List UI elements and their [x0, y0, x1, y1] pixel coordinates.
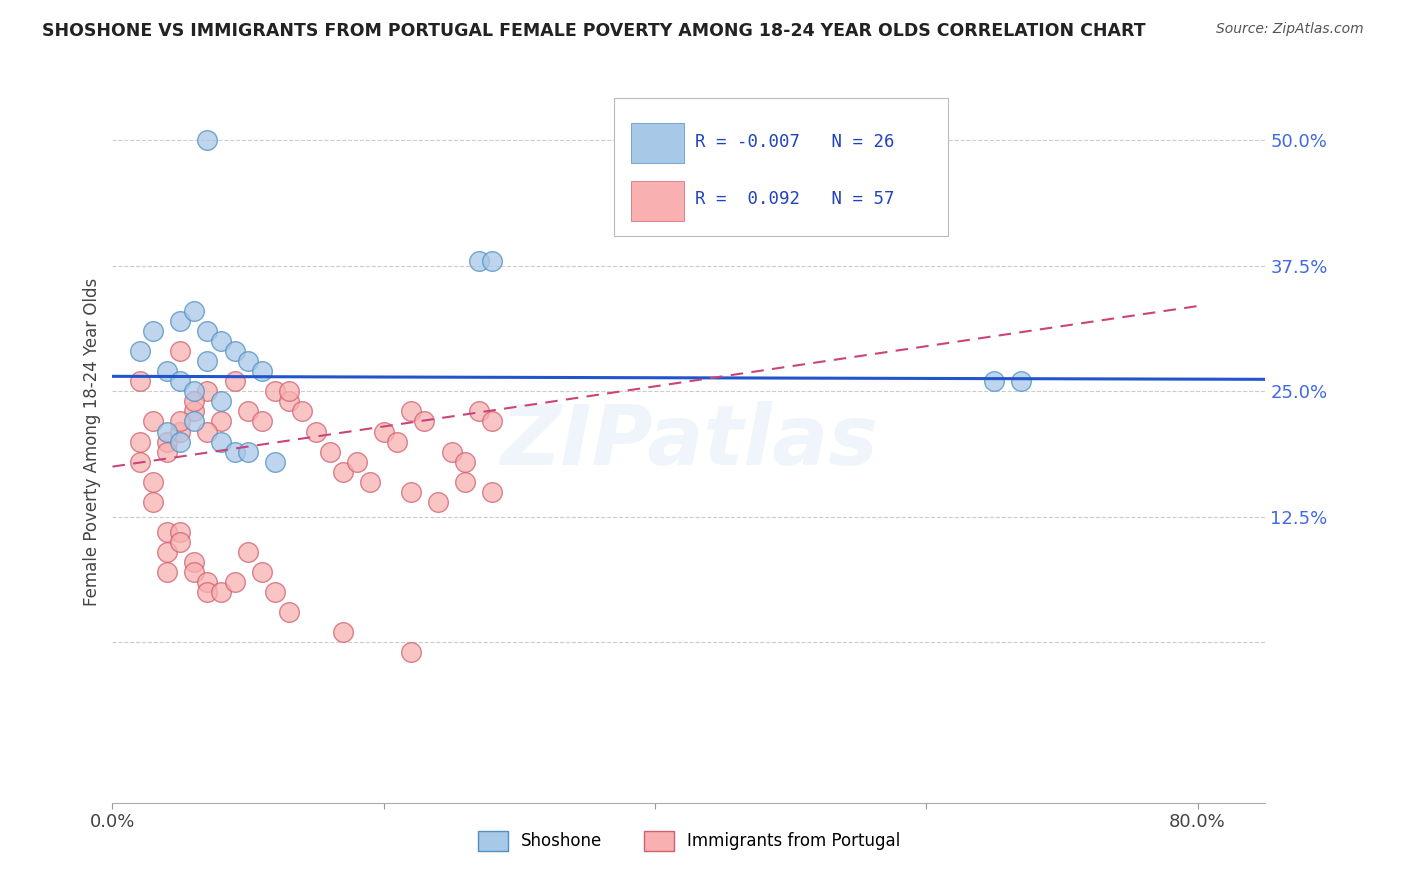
Point: [197, 133, 219, 147]
Text: R = -0.007   N = 26: R = -0.007 N = 26: [695, 133, 894, 151]
Point: [169, 414, 191, 429]
Point: [209, 414, 232, 429]
Point: [454, 455, 477, 469]
Point: [264, 585, 287, 599]
Point: [209, 334, 232, 349]
Point: [224, 444, 246, 458]
Point: [236, 404, 259, 418]
Point: [250, 565, 273, 579]
Y-axis label: Female Poverty Among 18-24 Year Olds: Female Poverty Among 18-24 Year Olds: [83, 277, 101, 606]
Point: [209, 585, 232, 599]
Point: [399, 404, 422, 418]
Point: [359, 475, 381, 489]
Point: [1010, 375, 1032, 389]
Point: [250, 414, 273, 429]
Point: [156, 545, 179, 559]
Point: [399, 645, 422, 659]
FancyBboxPatch shape: [631, 181, 685, 221]
Legend: Shoshone, Immigrants from Portugal: Shoshone, Immigrants from Portugal: [470, 822, 908, 860]
Point: [183, 565, 205, 579]
Point: [169, 344, 191, 359]
Point: [169, 314, 191, 328]
Point: [197, 425, 219, 439]
Point: [346, 455, 368, 469]
Point: [373, 425, 395, 439]
Text: SHOSHONE VS IMMIGRANTS FROM PORTUGAL FEMALE POVERTY AMONG 18-24 YEAR OLDS CORREL: SHOSHONE VS IMMIGRANTS FROM PORTUGAL FEM…: [42, 22, 1146, 40]
Point: [332, 625, 354, 640]
Point: [481, 254, 503, 268]
Point: [142, 494, 165, 508]
Point: [399, 484, 422, 499]
Point: [183, 384, 205, 399]
FancyBboxPatch shape: [631, 123, 685, 163]
Point: [197, 324, 219, 338]
Point: [250, 364, 273, 378]
Point: [277, 605, 299, 619]
Point: [454, 475, 477, 489]
Point: [224, 344, 246, 359]
Point: [183, 404, 205, 418]
Point: [983, 375, 1005, 389]
Point: [224, 575, 246, 590]
Point: [197, 585, 219, 599]
Point: [142, 414, 165, 429]
Point: [183, 304, 205, 318]
Point: [467, 254, 489, 268]
Point: [209, 434, 232, 449]
Point: [197, 575, 219, 590]
Point: [169, 425, 191, 439]
Text: R =  0.092   N = 57: R = 0.092 N = 57: [695, 191, 894, 209]
Point: [169, 524, 191, 539]
Point: [264, 384, 287, 399]
Point: [427, 494, 450, 508]
Point: [481, 414, 503, 429]
Point: [277, 394, 299, 409]
Point: [318, 444, 340, 458]
Point: [413, 414, 436, 429]
Text: ZIPatlas: ZIPatlas: [501, 401, 877, 482]
Point: [440, 444, 463, 458]
Point: [236, 444, 259, 458]
Point: [467, 404, 489, 418]
Point: [387, 434, 409, 449]
Point: [169, 375, 191, 389]
Point: [332, 465, 354, 479]
Point: [142, 475, 165, 489]
Point: [156, 434, 179, 449]
Point: [236, 354, 259, 368]
Point: [197, 354, 219, 368]
Point: [264, 455, 287, 469]
Point: [183, 555, 205, 569]
Point: [128, 375, 150, 389]
Point: [156, 364, 179, 378]
Point: [142, 324, 165, 338]
FancyBboxPatch shape: [614, 98, 949, 235]
Point: [481, 484, 503, 499]
Point: [128, 455, 150, 469]
Point: [305, 425, 328, 439]
Point: [128, 344, 150, 359]
Point: [156, 444, 179, 458]
Point: [156, 524, 179, 539]
Point: [128, 434, 150, 449]
Point: [277, 384, 299, 399]
Point: [183, 394, 205, 409]
Point: [183, 414, 205, 429]
Point: [156, 425, 179, 439]
Point: [156, 565, 179, 579]
Point: [236, 545, 259, 559]
Point: [224, 375, 246, 389]
Point: [169, 434, 191, 449]
Point: [169, 534, 191, 549]
Text: Source: ZipAtlas.com: Source: ZipAtlas.com: [1216, 22, 1364, 37]
Point: [197, 384, 219, 399]
Point: [291, 404, 314, 418]
Point: [209, 394, 232, 409]
